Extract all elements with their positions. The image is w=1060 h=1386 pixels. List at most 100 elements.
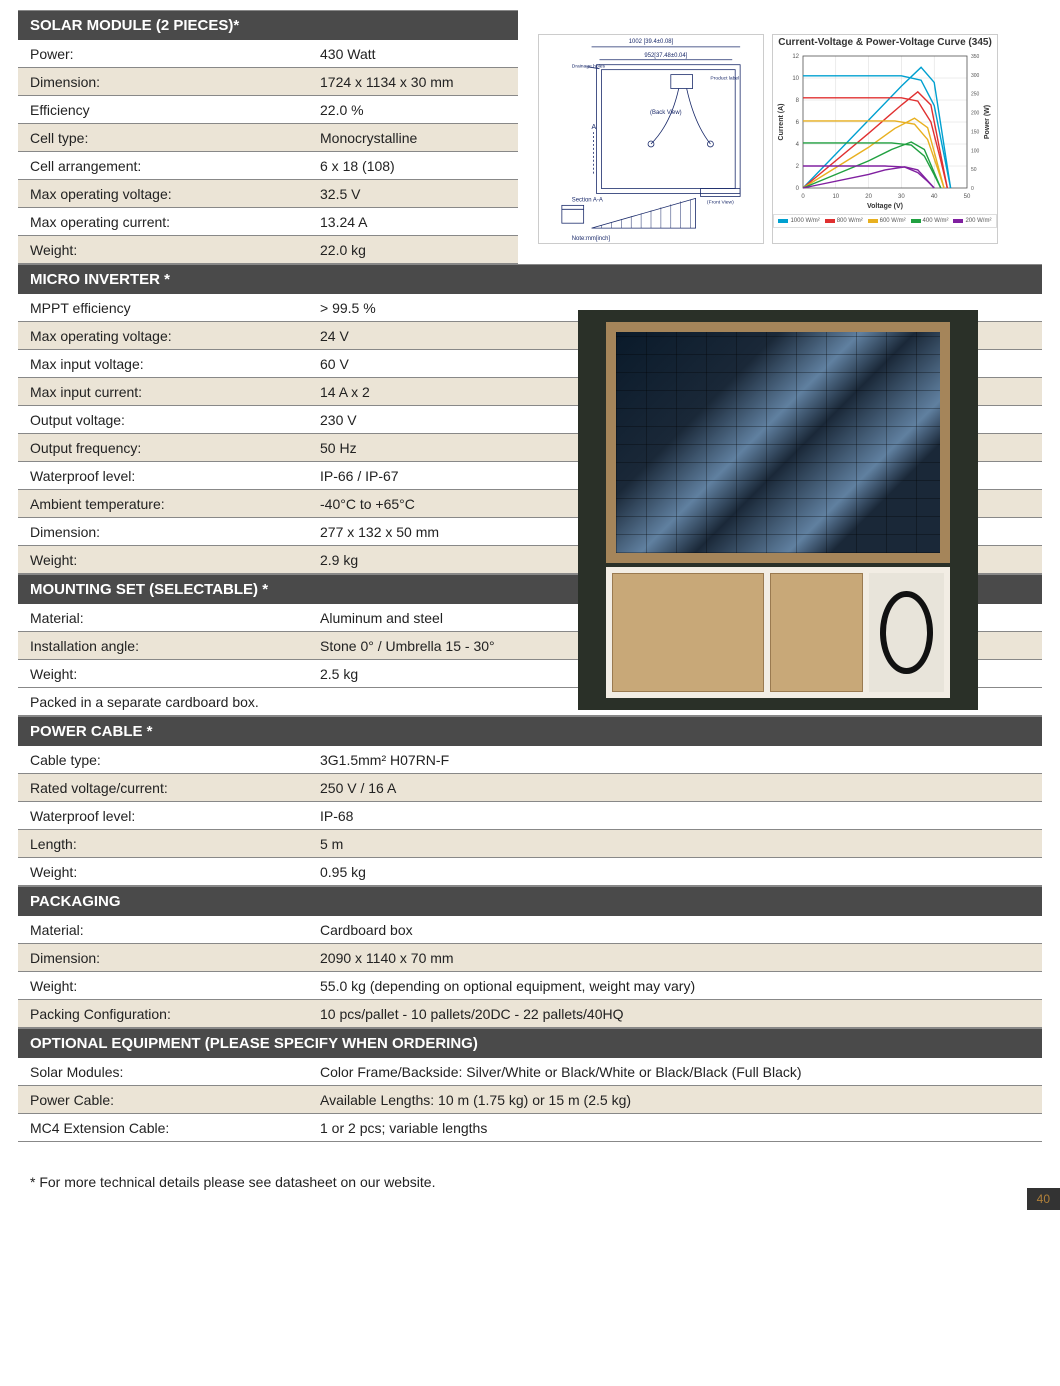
- spec-value: 22.0 %: [320, 102, 506, 118]
- section-header: MICRO INVERTER *: [18, 264, 1042, 294]
- footnote: * For more technical details please see …: [18, 1170, 1042, 1210]
- spec-label: Power Cable:: [30, 1092, 320, 1108]
- spec-value: 2090 x 1140 x 70 mm: [320, 950, 1030, 966]
- spec-label: Weight:: [30, 978, 320, 994]
- spec-row: Cell arrangement:6 x 18 (108): [18, 152, 518, 180]
- svg-text:10: 10: [832, 194, 839, 200]
- spec-value: 32.5 V: [320, 186, 506, 202]
- spec-row: Rated voltage/current:250 V / 16 A: [18, 774, 1042, 802]
- spec-label: Max operating voltage:: [30, 328, 320, 344]
- spec-label: Rated voltage/current:: [30, 780, 320, 796]
- svg-text:Power (W): Power (W): [984, 105, 991, 139]
- svg-text:0: 0: [801, 194, 805, 200]
- spec-row: Power Cable:Available Lengths: 10 m (1.7…: [18, 1086, 1042, 1114]
- svg-text:150: 150: [971, 129, 980, 135]
- spec-label: Installation angle:: [30, 638, 320, 654]
- spec-row: Weight:22.0 kg: [18, 236, 518, 264]
- spec-label: Output frequency:: [30, 440, 320, 456]
- spec-row: Efficiency22.0 %: [18, 96, 518, 124]
- svg-text:Section A-A: Section A-A: [572, 197, 603, 203]
- svg-text:200: 200: [971, 111, 980, 117]
- svg-text:(Back View): (Back View): [650, 110, 682, 116]
- section-header: POWER CABLE *: [18, 716, 1042, 746]
- spec-label: Cell type:: [30, 130, 320, 146]
- spec-row: Cell type:Monocrystalline: [18, 124, 518, 152]
- chart-legend: 1000 W/m²800 W/m²600 W/m²400 W/m²200 W/m…: [773, 214, 997, 228]
- spec-label: Cell arrangement:: [30, 158, 320, 174]
- spec-row: Power:430 Watt: [18, 40, 518, 68]
- svg-text:(Front View): (Front View): [707, 199, 734, 205]
- spec-value: 0.95 kg: [320, 864, 1030, 880]
- spec-value: 3G1.5mm² H07RN-F: [320, 752, 1030, 768]
- spec-value: IP-68: [320, 808, 1030, 824]
- svg-text:50: 50: [971, 167, 977, 173]
- spec-row: Packing Configuration:10 pcs/pallet - 10…: [18, 1000, 1042, 1028]
- spec-value: 6 x 18 (108): [320, 158, 506, 174]
- spec-value: 1724 x 1134 x 30 mm: [320, 74, 506, 90]
- svg-text:6: 6: [796, 120, 800, 126]
- spec-value: Monocrystalline: [320, 130, 506, 146]
- spec-row: Weight:55.0 kg (depending on optional eq…: [18, 972, 1042, 1000]
- spec-label: Max operating current:: [30, 214, 320, 230]
- spec-value: 13.24 A: [320, 214, 506, 230]
- spec-label: Cable type:: [30, 752, 320, 768]
- spec-row: Max operating current:13.24 A: [18, 208, 518, 236]
- spec-label: Weight:: [30, 864, 320, 880]
- spec-value: Cardboard box: [320, 922, 1030, 938]
- spec-row: Waterproof level:IP-68: [18, 802, 1042, 830]
- svg-text:1002 [39.4±0.08]: 1002 [39.4±0.08]: [629, 39, 674, 45]
- svg-text:Current (A): Current (A): [778, 104, 785, 141]
- svg-text:40: 40: [931, 194, 938, 200]
- svg-text:A: A: [592, 124, 597, 131]
- spec-label: Length:: [30, 836, 320, 852]
- spec-label: Material:: [30, 610, 320, 626]
- spec-label: Ambient temperature:: [30, 496, 320, 512]
- spec-label: Max operating voltage:: [30, 186, 320, 202]
- spec-label: Dimension:: [30, 524, 320, 540]
- svg-text:10: 10: [792, 76, 799, 82]
- svg-text:250: 250: [971, 92, 980, 98]
- spec-label: Waterproof level:: [30, 468, 320, 484]
- spec-label: MC4 Extension Cable:: [30, 1120, 320, 1136]
- svg-text:4: 4: [796, 142, 800, 148]
- spec-label: Output voltage:: [30, 412, 320, 428]
- spec-label: Weight:: [30, 242, 320, 258]
- spec-label: MPPT efficiency: [30, 300, 320, 316]
- spec-row: Solar Modules:Color Frame/Backside: Silv…: [18, 1058, 1042, 1086]
- spec-label: Weight:: [30, 666, 320, 682]
- spec-value: 430 Watt: [320, 46, 506, 62]
- spec-label: Material:: [30, 922, 320, 938]
- spec-row: Dimension:1724 x 1134 x 30 mm: [18, 68, 518, 96]
- spec-row: Weight:0.95 kg: [18, 858, 1042, 886]
- spec-row: Max operating voltage:32.5 V: [18, 180, 518, 208]
- svg-text:0: 0: [971, 186, 974, 192]
- spec-row: Length:5 m: [18, 830, 1042, 858]
- spec-value: 5 m: [320, 836, 1030, 852]
- spec-label: Waterproof level:: [30, 808, 320, 824]
- top-diagrams: 1002 [39.4±0.08] 952[37.48±0.04] Product…: [538, 34, 998, 244]
- spec-label: Packed in a separate cardboard box.: [30, 694, 259, 710]
- spec-value: Available Lengths: 10 m (1.75 kg) or 15 …: [320, 1092, 1030, 1108]
- spec-label: Efficiency: [30, 102, 320, 118]
- chart-title: Current-Voltage & Power-Voltage Curve (3…: [773, 35, 997, 50]
- svg-text:20: 20: [865, 194, 872, 200]
- spec-value: 22.0 kg: [320, 242, 506, 258]
- svg-text:12: 12: [792, 54, 799, 60]
- spec-row: Dimension:2090 x 1140 x 70 mm: [18, 944, 1042, 972]
- spec-label: Solar Modules:: [30, 1064, 320, 1080]
- spec-value: 1 or 2 pcs; variable lengths: [320, 1120, 1030, 1136]
- iv-pv-curve-chart: Current-Voltage & Power-Voltage Curve (3…: [772, 34, 998, 244]
- module-technical-drawing: 1002 [39.4±0.08] 952[37.48±0.04] Product…: [538, 34, 764, 244]
- svg-text:Note:mm[inch]: Note:mm[inch]: [572, 236, 611, 242]
- svg-text:952[37.48±0.04]: 952[37.48±0.04]: [644, 53, 687, 59]
- spec-row: Cable type:3G1.5mm² H07RN-F: [18, 746, 1042, 774]
- page-number: 40: [1027, 1188, 1060, 1210]
- svg-text:0: 0: [796, 186, 800, 192]
- product-photo: [578, 310, 978, 710]
- svg-text:100: 100: [971, 148, 980, 154]
- section-header: SOLAR MODULE (2 PIECES)*: [18, 10, 518, 40]
- spec-label: Max input voltage:: [30, 356, 320, 372]
- svg-text:8: 8: [796, 98, 800, 104]
- spec-label: Weight:: [30, 552, 320, 568]
- spec-row: Material:Cardboard box: [18, 916, 1042, 944]
